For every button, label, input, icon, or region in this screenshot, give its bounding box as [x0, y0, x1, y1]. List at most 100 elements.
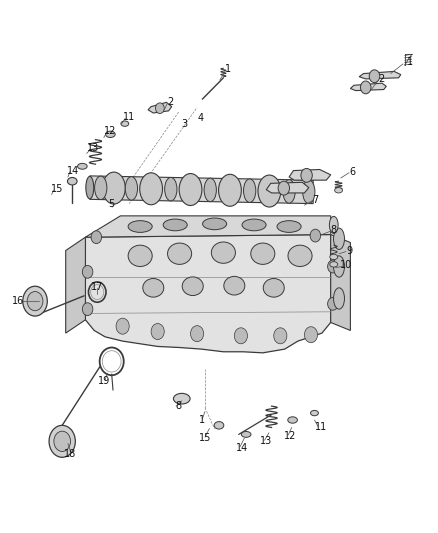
Circle shape: [274, 328, 287, 344]
Text: 18: 18: [64, 449, 76, 459]
Ellipse shape: [241, 432, 251, 437]
Ellipse shape: [128, 245, 152, 266]
Ellipse shape: [163, 219, 187, 231]
Circle shape: [155, 103, 164, 114]
Ellipse shape: [95, 176, 107, 199]
Text: 19: 19: [98, 376, 110, 386]
Ellipse shape: [311, 410, 318, 416]
Ellipse shape: [330, 254, 338, 260]
Ellipse shape: [283, 180, 295, 203]
Text: 11: 11: [314, 423, 327, 432]
Text: 1: 1: [225, 64, 231, 74]
Polygon shape: [90, 176, 313, 204]
Polygon shape: [359, 71, 401, 79]
Polygon shape: [331, 235, 350, 330]
Ellipse shape: [251, 243, 275, 264]
Polygon shape: [85, 235, 331, 353]
Ellipse shape: [277, 221, 301, 232]
Text: 1: 1: [199, 415, 205, 425]
Ellipse shape: [303, 180, 315, 204]
Circle shape: [310, 229, 321, 242]
Text: 7: 7: [312, 195, 318, 205]
Text: 11: 11: [123, 112, 135, 122]
Text: 10: 10: [340, 261, 352, 270]
Ellipse shape: [106, 131, 115, 138]
Ellipse shape: [173, 393, 190, 404]
Circle shape: [91, 231, 102, 244]
Text: 1: 1: [406, 57, 413, 67]
Text: 2: 2: [168, 98, 174, 107]
Circle shape: [151, 324, 164, 340]
Circle shape: [360, 81, 371, 94]
Ellipse shape: [165, 177, 177, 201]
Text: 2: 2: [378, 74, 384, 84]
Ellipse shape: [244, 179, 256, 203]
Ellipse shape: [329, 216, 338, 233]
Ellipse shape: [86, 176, 94, 199]
Text: 5: 5: [109, 199, 115, 208]
Text: 8: 8: [331, 225, 337, 235]
Circle shape: [191, 326, 204, 342]
Ellipse shape: [211, 242, 236, 263]
Circle shape: [234, 328, 247, 344]
Text: 15: 15: [51, 184, 63, 194]
Ellipse shape: [334, 288, 344, 309]
Text: 3: 3: [182, 119, 188, 128]
Circle shape: [278, 181, 290, 195]
Text: 9: 9: [346, 246, 353, 255]
Ellipse shape: [288, 245, 312, 266]
Ellipse shape: [167, 243, 191, 264]
Text: 17: 17: [91, 282, 103, 292]
Polygon shape: [66, 237, 85, 333]
Text: 14: 14: [67, 166, 79, 175]
Ellipse shape: [102, 172, 125, 204]
Text: 12: 12: [104, 126, 117, 136]
Ellipse shape: [334, 256, 344, 277]
Ellipse shape: [182, 277, 203, 295]
Text: 13: 13: [260, 437, 272, 446]
Ellipse shape: [335, 188, 343, 193]
Circle shape: [49, 425, 75, 457]
Ellipse shape: [143, 278, 164, 297]
Polygon shape: [148, 102, 172, 113]
Ellipse shape: [204, 178, 216, 201]
Text: 16: 16: [12, 296, 25, 305]
Ellipse shape: [258, 175, 281, 207]
Ellipse shape: [67, 177, 77, 185]
Ellipse shape: [214, 422, 224, 429]
Ellipse shape: [263, 278, 284, 297]
Circle shape: [23, 286, 47, 316]
Text: 14: 14: [236, 443, 248, 453]
Ellipse shape: [242, 219, 266, 231]
Circle shape: [369, 70, 380, 83]
Polygon shape: [289, 169, 331, 180]
Polygon shape: [266, 182, 309, 193]
Circle shape: [27, 292, 43, 311]
Ellipse shape: [128, 221, 152, 232]
Text: 12: 12: [284, 431, 296, 441]
Polygon shape: [85, 216, 331, 237]
Text: 13: 13: [87, 143, 99, 153]
Ellipse shape: [179, 174, 202, 206]
Circle shape: [82, 303, 93, 316]
Ellipse shape: [78, 163, 87, 169]
Ellipse shape: [140, 173, 162, 205]
Ellipse shape: [121, 121, 129, 126]
Text: 6: 6: [350, 167, 356, 176]
Circle shape: [328, 260, 338, 273]
Circle shape: [304, 327, 318, 343]
Circle shape: [301, 168, 312, 182]
Ellipse shape: [334, 228, 344, 249]
Circle shape: [82, 265, 93, 278]
Ellipse shape: [288, 417, 297, 423]
Ellipse shape: [330, 262, 338, 267]
Polygon shape: [350, 83, 386, 91]
Ellipse shape: [219, 174, 241, 206]
Ellipse shape: [202, 218, 227, 230]
Text: 4: 4: [198, 114, 204, 123]
Circle shape: [116, 318, 129, 334]
Text: 15: 15: [199, 433, 211, 443]
Text: 8: 8: [176, 401, 182, 411]
Ellipse shape: [125, 176, 138, 200]
Circle shape: [54, 431, 71, 451]
